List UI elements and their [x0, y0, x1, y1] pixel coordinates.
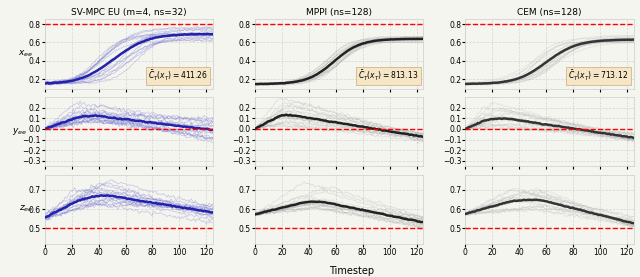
Text: $\bar{C}_T(x_T) = 813.13$: $\bar{C}_T(x_T) = 813.13$ — [358, 69, 419, 83]
Y-axis label: $x_{ee}$: $x_{ee}$ — [18, 49, 33, 59]
Text: $\bar{C}_T(x_T) = 411.26$: $\bar{C}_T(x_T) = 411.26$ — [148, 69, 208, 83]
Y-axis label: $y_{ee}$: $y_{ee}$ — [12, 126, 27, 137]
Title: SV-MPC EU (m=4, ns=32): SV-MPC EU (m=4, ns=32) — [71, 8, 187, 17]
Title: CEM (ns=128): CEM (ns=128) — [517, 8, 582, 17]
Text: Timestep: Timestep — [330, 266, 374, 276]
Title: MPPI (ns=128): MPPI (ns=128) — [306, 8, 372, 17]
Y-axis label: $z_{ee}$: $z_{ee}$ — [19, 204, 33, 214]
Text: $\bar{C}_T(x_T) = 713.12$: $\bar{C}_T(x_T) = 713.12$ — [568, 69, 628, 83]
